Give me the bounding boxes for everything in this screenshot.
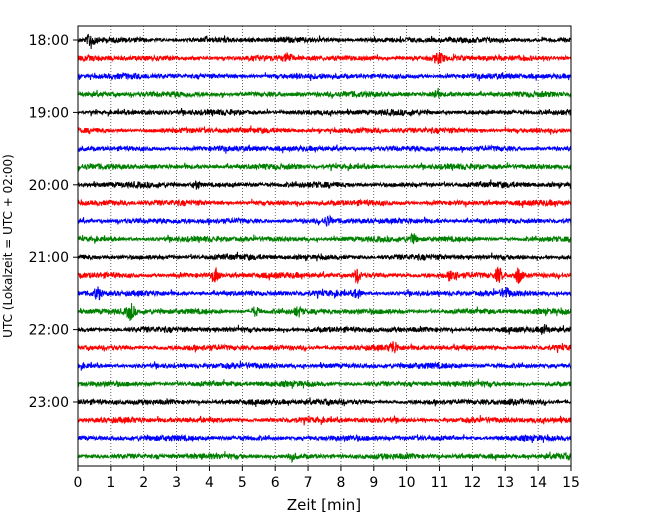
x-tick-label-0: 0 [74,475,83,491]
x-tick-label-6: 6 [271,475,280,491]
trace-1945 [77,162,572,172]
trace-1915 [77,125,572,135]
seismic-traces [77,33,572,463]
trace-2100 [77,251,572,262]
x-tick-label-7: 7 [304,475,313,491]
trace-2245 [77,378,572,389]
x-tick-label-3: 3 [172,475,181,491]
x-tick-label-15: 15 [562,475,580,491]
y-tick-label-0: 18:00 [29,33,69,49]
trace-2300 [77,397,572,408]
x-tick-label-14: 14 [529,475,547,491]
x-tick-label-5: 5 [238,475,247,491]
x-tick-label-12: 12 [463,475,481,491]
trace-1815 [77,51,572,65]
trace-1845 [77,87,572,99]
x-tick-label-9: 9 [369,475,378,491]
x-axis-label: Zeit [min] [287,496,361,514]
trace-2345 [77,451,572,463]
x-tick-label-8: 8 [336,475,345,491]
y-axis-label: UTC (Lokalzeit = UTC + 02:00) [1,154,15,338]
y-axis-ticks: 18:00 19:00 20:00 21:00 22:00 23:00 [29,33,78,411]
trace-1830 [77,71,572,82]
x-tick-label-2: 2 [139,475,148,491]
trace-2230 [77,360,572,371]
trace-2000 [77,179,572,190]
x-tick-label-4: 4 [205,475,214,491]
y-tick-label-4: 22:00 [29,323,69,339]
x-axis-ticks: 0 1 2 3 4 5 6 7 8 9 10 11 12 13 14 15 [74,466,580,491]
trace-2015 [77,198,572,208]
x-tick-label-10: 10 [398,475,416,491]
trace-2115 [77,266,572,285]
trace-2145 [77,302,572,321]
trace-2215 [77,341,572,354]
y-tick-label-3: 21:00 [29,250,69,266]
trace-1900 [77,108,572,117]
trace-2030 [77,214,572,227]
trace-2200 [77,323,572,335]
trace-1930 [77,143,572,154]
trace-1800 [77,33,572,49]
y-tick-label-5: 23:00 [29,395,69,411]
trace-2130 [77,286,572,301]
x-tick-label-13: 13 [496,475,514,491]
x-tick-label-1: 1 [106,475,115,491]
trace-2315 [77,415,572,426]
trace-2330 [77,433,572,444]
y-tick-label-2: 20:00 [29,178,69,194]
grid-lines [110,26,539,466]
x-tick-label-11: 11 [431,475,449,491]
plot-frame [77,25,572,467]
trace-2045 [77,232,572,245]
y-tick-label-1: 19:00 [29,105,69,121]
